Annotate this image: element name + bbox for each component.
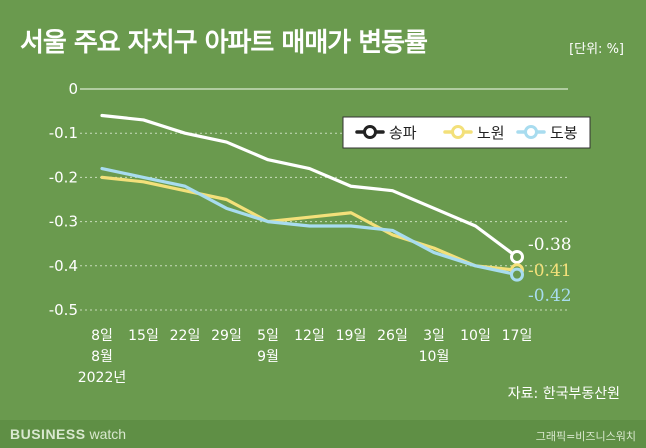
x-tick-label-7: 26일 — [377, 328, 408, 344]
x-tick-label-2: 22일 — [170, 328, 201, 344]
legend-swatch-marker-송파 — [363, 125, 377, 139]
graphic-credit: 그래픽=비즈니스워치 — [535, 430, 636, 443]
x-tick-label-1: 15일 — [128, 328, 159, 344]
series-line-송파 — [100, 113, 519, 259]
y-tick-label-5: -0.5 — [49, 301, 78, 319]
x-month-label-8: 10월 — [419, 349, 450, 365]
y-tick-label-2: -0.2 — [49, 168, 78, 186]
brand-logo: BUSINESS watch — [10, 426, 127, 442]
x-tick-label-0: 8일 — [91, 328, 113, 344]
chart-title: 서울 주요 자치구 아파트 매매가 변동률 — [20, 28, 428, 58]
unit-label: [단위: %] — [569, 42, 624, 57]
y-tick-label-1: -0.1 — [49, 124, 78, 142]
x-tick-label-4: 5일 — [257, 328, 279, 344]
series-line-노원 — [100, 175, 519, 272]
legend-label-도봉: 도봉 — [550, 124, 578, 142]
y-tick-label-0: 0 — [68, 80, 78, 98]
x-tick-label-9: 10일 — [460, 328, 491, 344]
end-value-label-송파: -0.38 — [528, 235, 572, 255]
legend-label-송파: 송파 — [389, 124, 417, 142]
legend-swatch-marker-도봉 — [524, 125, 538, 139]
source-label: 자료: 한국부동산원 — [507, 386, 620, 402]
x-tick-label-6: 19일 — [336, 328, 367, 344]
y-tick-label-3: -0.3 — [49, 213, 78, 231]
end-value-label-도봉: -0.42 — [528, 286, 572, 306]
series-end-marker-도봉 — [510, 267, 524, 282]
x-month-label-4: 9월 — [257, 349, 279, 365]
legend-label-노원: 노원 — [477, 124, 505, 142]
x-tick-label-3: 29일 — [211, 328, 242, 344]
x-year-label: 2022년 — [78, 370, 127, 386]
footer-bar: BUSINESS watch 그래픽=비즈니스워치 — [0, 420, 646, 448]
legend-swatch-marker-노원 — [451, 125, 465, 139]
x-tick-label-10: 17일 — [502, 328, 533, 344]
line-chart: 0 -0.1 -0.2 -0.3 -0.4 -0.5 8일 8월 15일 22일 29일 5일 9월 12… — [49, 80, 591, 386]
x-month-label-0: 8월 — [91, 349, 113, 365]
series-end-marker-송파 — [510, 249, 524, 264]
end-value-label-노원: -0.41 — [528, 261, 572, 281]
series-line-도봉 — [100, 166, 519, 277]
y-tick-label-4: -0.4 — [49, 257, 78, 275]
x-tick-label-8: 3일 — [423, 328, 445, 344]
x-tick-label-5: 12일 — [294, 328, 325, 344]
